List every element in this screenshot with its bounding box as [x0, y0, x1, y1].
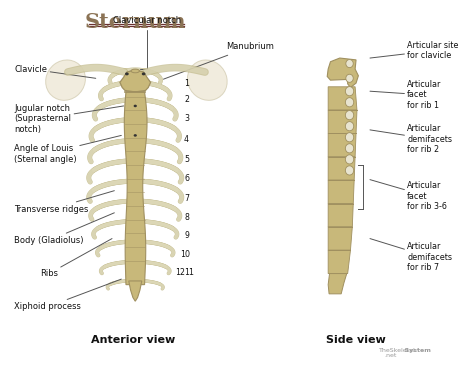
Ellipse shape	[187, 60, 227, 100]
Polygon shape	[328, 87, 357, 110]
Text: Articular site
for clavicle: Articular site for clavicle	[370, 41, 458, 60]
Text: Ribs: Ribs	[40, 239, 112, 278]
Text: Articular
facet
for rib 1: Articular facet for rib 1	[370, 80, 442, 110]
Polygon shape	[124, 92, 147, 285]
Ellipse shape	[346, 144, 354, 153]
Text: Transverse ridges: Transverse ridges	[14, 191, 114, 214]
Text: Clavicle: Clavicle	[14, 65, 96, 78]
Text: Articular
demifacets
for rib 7: Articular demifacets for rib 7	[370, 239, 452, 272]
Polygon shape	[129, 281, 142, 301]
Text: Anterior view: Anterior view	[91, 335, 175, 346]
Text: 8: 8	[184, 213, 189, 222]
Text: 1: 1	[184, 79, 189, 88]
Ellipse shape	[346, 98, 354, 107]
Circle shape	[142, 73, 146, 76]
Circle shape	[125, 73, 129, 76]
Polygon shape	[327, 58, 358, 88]
Ellipse shape	[346, 87, 354, 96]
Text: 11: 11	[184, 268, 194, 277]
Text: Articular
facet
for rib 3-6: Articular facet for rib 3-6	[370, 180, 447, 211]
Text: 12: 12	[175, 268, 185, 277]
Ellipse shape	[346, 133, 354, 142]
Polygon shape	[328, 250, 350, 274]
Text: 2: 2	[184, 95, 189, 104]
Ellipse shape	[46, 60, 85, 100]
Text: Body (Gladiolus): Body (Gladiolus)	[14, 213, 114, 245]
Polygon shape	[328, 180, 354, 203]
Polygon shape	[328, 274, 347, 294]
Ellipse shape	[346, 74, 353, 82]
Text: Angle of Louis
(Sternal angle): Angle of Louis (Sternal angle)	[14, 135, 121, 163]
Text: Clavicular notch: Clavicular notch	[113, 16, 181, 69]
Text: .net: .net	[384, 353, 396, 358]
Polygon shape	[328, 157, 355, 180]
Text: 3: 3	[184, 114, 189, 123]
Ellipse shape	[346, 59, 353, 68]
Text: Xiphoid process: Xiphoid process	[14, 279, 121, 311]
Text: TheSkeletal: TheSkeletal	[379, 348, 416, 353]
Polygon shape	[328, 134, 356, 157]
Ellipse shape	[346, 111, 354, 120]
Text: Articular
demifacets
for rib 2: Articular demifacets for rib 2	[370, 124, 452, 154]
Text: Jugular notch
(Suprasternal
notch): Jugular notch (Suprasternal notch)	[14, 104, 124, 134]
Text: 10: 10	[180, 249, 191, 258]
Polygon shape	[120, 70, 151, 92]
Text: Side view: Side view	[326, 335, 386, 346]
Text: Manubrium: Manubrium	[164, 43, 274, 79]
Text: 7: 7	[184, 194, 189, 203]
Text: 4: 4	[184, 135, 189, 144]
Circle shape	[134, 105, 137, 107]
Ellipse shape	[346, 166, 354, 175]
Ellipse shape	[346, 122, 354, 131]
Polygon shape	[328, 203, 353, 227]
Circle shape	[134, 134, 137, 137]
Text: Sternum: Sternum	[84, 12, 186, 32]
Polygon shape	[328, 110, 357, 134]
Polygon shape	[328, 227, 352, 250]
Text: 5: 5	[184, 155, 189, 164]
Text: 6: 6	[184, 174, 189, 183]
Ellipse shape	[131, 69, 139, 73]
Ellipse shape	[346, 155, 354, 164]
Text: System: System	[379, 348, 431, 353]
Text: 9: 9	[184, 231, 189, 240]
